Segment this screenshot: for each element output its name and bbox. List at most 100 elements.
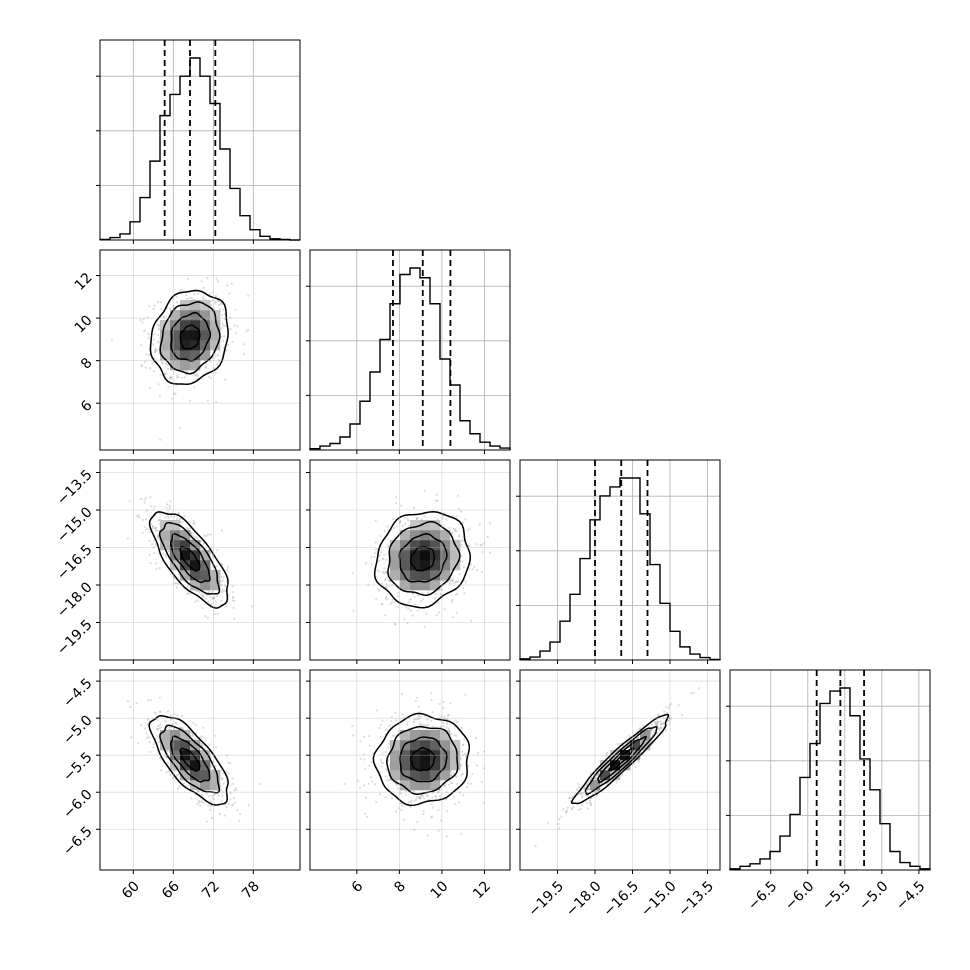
scatter-point [677,704,680,707]
pair-panel-content [100,670,300,870]
scatter-point [228,292,231,295]
density-cell [180,360,191,371]
scatter-point [203,747,206,750]
scatter-point [178,573,181,576]
scatter-point [374,541,377,544]
density-cell [190,300,201,311]
scatter-point [615,781,618,784]
density-cell [170,540,181,551]
density-cell [640,730,651,741]
scatter-point [656,720,659,723]
density-cell [180,560,191,571]
scatter-point [211,590,214,593]
density-cell [180,330,191,341]
scatter-point [183,376,186,379]
scatter-point [186,277,189,281]
scatter-point [158,696,161,699]
scatter-point [177,582,180,585]
scatter-point [639,726,642,730]
scatter-point [208,795,211,798]
scatter-point [145,517,148,521]
scatter-point [481,571,484,574]
hist-panel-bg [310,250,510,450]
scatter-point [588,788,591,791]
pair-panel-p2-p3 [516,669,721,874]
scatter-point [180,714,183,718]
scatter-point [168,770,171,773]
scatter-point [418,796,421,799]
scatter-point [393,734,396,737]
density-cell [160,730,171,741]
scatter-point [680,713,684,717]
scatter-point [381,719,384,722]
scatter-point [634,765,637,769]
scatter-point [458,801,461,804]
scatter-point [450,732,453,735]
density-cell [440,740,451,751]
y-tick-label-p2: −15.0 [54,504,96,546]
contour-level-1 [398,533,448,583]
scatter-point [383,553,386,556]
scatter-point [416,718,419,721]
scatter-point [169,307,172,310]
scatter-point [178,785,181,788]
scatter-point [452,720,455,724]
scatter-point [143,498,146,501]
scatter-point [258,782,262,786]
density-cell [440,540,451,551]
scatter-point [637,760,640,763]
density-cell [390,540,401,551]
scatter-point [204,365,207,369]
scatter-point [415,796,418,799]
scatter-point [190,797,193,800]
scatter-point [199,804,202,808]
scatter-point [463,592,466,595]
density-cell [430,520,441,531]
contour-level-0 [409,747,436,772]
scatter-point [471,568,474,571]
scatter-point [575,788,579,791]
scatter-point [426,794,429,797]
density-cell [420,780,431,791]
density-cell [200,780,211,791]
scatter-point [186,592,189,595]
scatter-point [164,373,167,376]
scatter-point [229,784,232,787]
scatter-point [213,596,216,599]
scatter-point [368,744,371,747]
scatter-point [407,601,410,604]
scatter-point [165,771,168,774]
scatter-point [404,522,407,526]
scatter-point [242,352,246,355]
scatter-point [652,730,656,734]
scatter-point [159,512,162,515]
scatter-point [384,579,387,582]
scatter-point [196,537,199,540]
density-cell [420,550,431,561]
scatter-point [404,793,407,796]
scatter-point [193,521,196,525]
density-cell [390,740,401,751]
scatter-point [183,514,186,518]
contour-level-1 [169,532,211,584]
scatter-point [218,813,221,816]
scatter-point [462,793,465,797]
scatter-point [214,300,217,303]
scatter-point [229,328,232,331]
scatter-point [403,618,406,621]
scatter-point [449,582,452,585]
scatter-point [210,800,213,804]
scatter-point [160,769,163,772]
scatter-point [220,575,223,578]
scatter-point [446,718,449,721]
scatter-point [488,522,491,525]
scatter-point [478,523,481,526]
scatter-point [416,716,420,719]
scatter-point [155,526,158,530]
scatter-point [411,614,414,617]
scatter-point [475,736,478,740]
density-cell [440,770,451,781]
scatter-point [423,489,426,492]
scatter-point [190,531,193,535]
